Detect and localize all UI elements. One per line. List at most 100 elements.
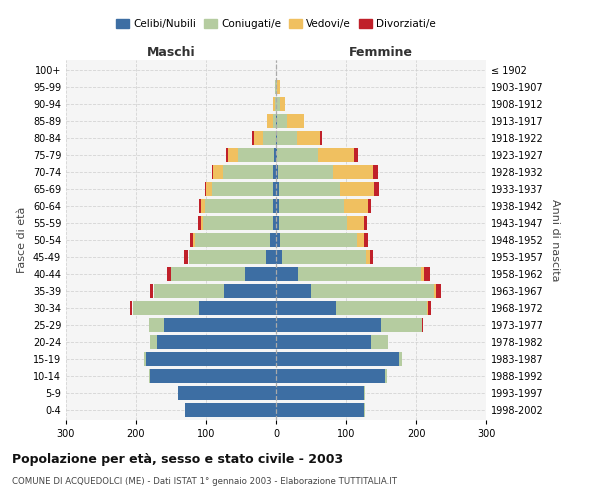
Bar: [276, 335, 371, 349]
Bar: [276, 97, 280, 111]
Bar: [150, 284, 154, 298]
Bar: [265, 250, 276, 264]
Bar: [364, 403, 365, 417]
Bar: [276, 250, 283, 264]
Bar: [278, 165, 333, 179]
Bar: [280, 233, 357, 247]
Bar: [199, 199, 201, 213]
Bar: [133, 301, 199, 315]
Bar: [213, 165, 223, 179]
Bar: [273, 97, 275, 111]
Bar: [228, 148, 238, 162]
Bar: [164, 318, 276, 332]
Bar: [276, 131, 277, 145]
Bar: [276, 267, 298, 281]
Bar: [276, 386, 364, 400]
Bar: [370, 250, 373, 264]
Bar: [167, 267, 171, 281]
Bar: [201, 216, 203, 230]
Bar: [366, 250, 370, 264]
Bar: [276, 165, 278, 179]
Bar: [276, 199, 279, 213]
Bar: [311, 284, 433, 298]
Bar: [279, 182, 340, 196]
Bar: [298, 267, 421, 281]
Bar: [276, 369, 385, 383]
Bar: [276, 182, 279, 196]
Bar: [276, 284, 311, 298]
Bar: [277, 80, 280, 94]
Bar: [373, 165, 377, 179]
Bar: [374, 182, 379, 196]
Bar: [193, 233, 195, 247]
Bar: [205, 199, 273, 213]
Bar: [436, 284, 441, 298]
Bar: [344, 199, 368, 213]
Bar: [433, 284, 436, 298]
Bar: [195, 233, 271, 247]
Bar: [238, 148, 274, 162]
Bar: [199, 301, 276, 315]
Bar: [333, 165, 373, 179]
Bar: [206, 182, 212, 196]
Bar: [149, 369, 150, 383]
Bar: [275, 80, 276, 94]
Bar: [223, 284, 276, 298]
Bar: [276, 114, 277, 128]
Bar: [364, 216, 367, 230]
Text: COMUNE DI ACQUEDOLCI (ME) - Dati ISTAT 1° gennaio 2003 - Elaborazione TUTTITALIA: COMUNE DI ACQUEDOLCI (ME) - Dati ISTAT 1…: [12, 478, 397, 486]
Bar: [364, 386, 365, 400]
Bar: [171, 267, 245, 281]
Bar: [357, 233, 364, 247]
Bar: [428, 301, 431, 315]
Bar: [276, 80, 277, 94]
Bar: [287, 114, 304, 128]
Bar: [275, 97, 276, 111]
Bar: [272, 114, 276, 128]
Bar: [318, 148, 355, 162]
Bar: [203, 216, 273, 230]
Bar: [130, 301, 133, 315]
Bar: [364, 233, 368, 247]
Bar: [212, 182, 273, 196]
Bar: [273, 216, 276, 230]
Bar: [277, 131, 297, 145]
Bar: [335, 301, 427, 315]
Bar: [280, 97, 285, 111]
Text: Femmine: Femmine: [349, 46, 413, 59]
Bar: [276, 318, 381, 332]
Bar: [427, 301, 428, 315]
Bar: [223, 165, 273, 179]
Bar: [185, 403, 276, 417]
Bar: [276, 403, 364, 417]
Bar: [146, 352, 276, 366]
Bar: [385, 369, 388, 383]
Bar: [340, 182, 374, 196]
Bar: [277, 148, 318, 162]
Bar: [283, 250, 367, 264]
Bar: [201, 199, 205, 213]
Bar: [276, 216, 279, 230]
Bar: [178, 386, 276, 400]
Text: Popolazione per età, sesso e stato civile - 2003: Popolazione per età, sesso e stato civil…: [12, 452, 343, 466]
Bar: [279, 216, 347, 230]
Bar: [421, 267, 424, 281]
Bar: [190, 233, 193, 247]
Bar: [276, 301, 335, 315]
Bar: [212, 165, 213, 179]
Legend: Celibi/Nubili, Coniugati/e, Vedovi/e, Divorziati/e: Celibi/Nubili, Coniugati/e, Vedovi/e, Di…: [112, 15, 440, 34]
Bar: [188, 250, 265, 264]
Bar: [150, 369, 276, 383]
Bar: [422, 318, 423, 332]
Y-axis label: Fasce di età: Fasce di età: [17, 207, 27, 273]
Bar: [398, 352, 402, 366]
Bar: [157, 335, 276, 349]
Y-axis label: Anni di nascita: Anni di nascita: [550, 198, 560, 281]
Bar: [143, 352, 146, 366]
Bar: [320, 131, 322, 145]
Bar: [355, 148, 358, 162]
Bar: [424, 267, 430, 281]
Bar: [252, 131, 254, 145]
Bar: [273, 165, 276, 179]
Bar: [184, 250, 188, 264]
